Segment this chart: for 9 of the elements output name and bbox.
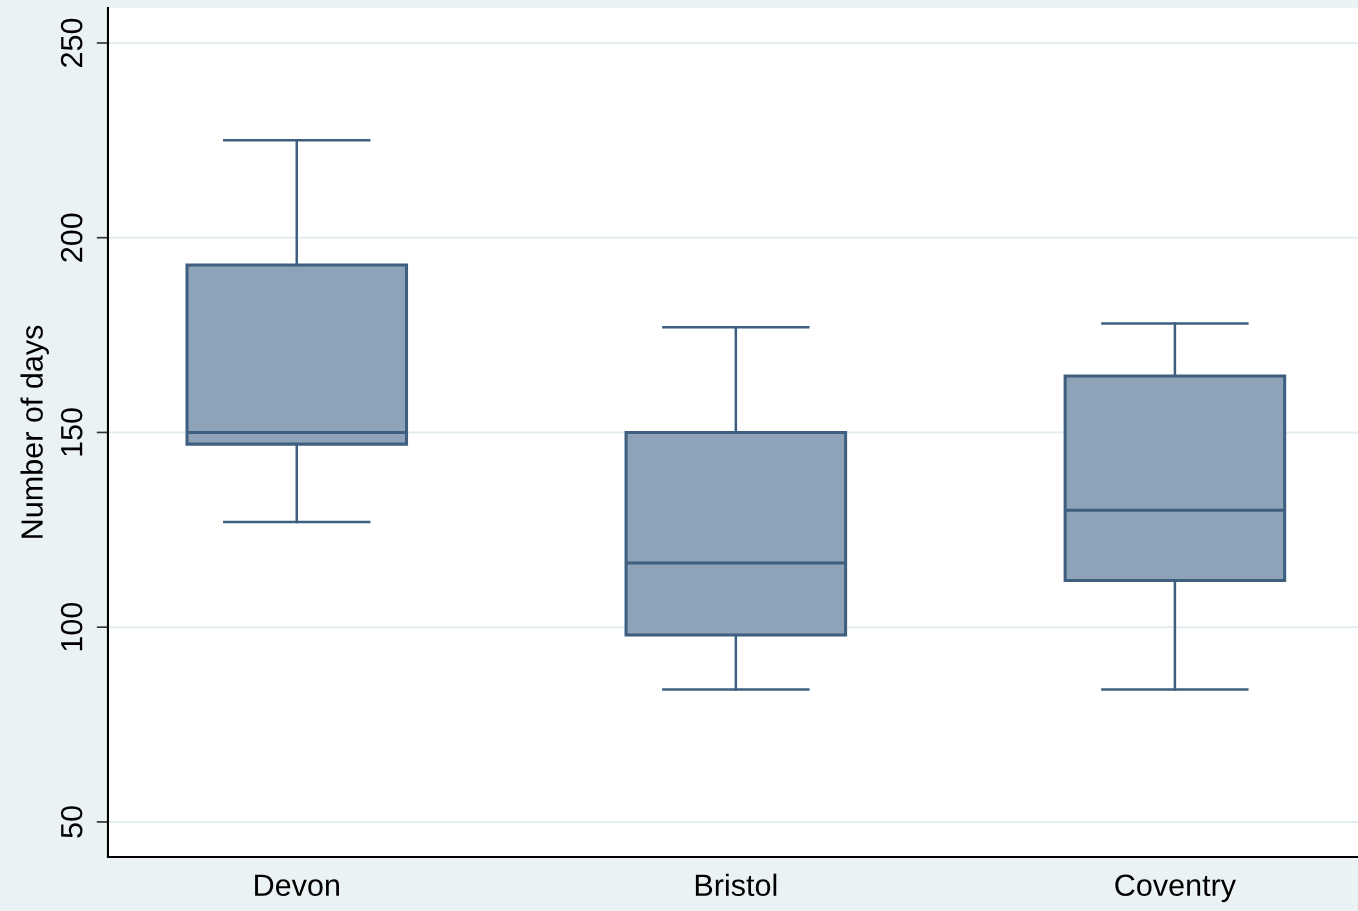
y-tick-label: 250 — [60, 18, 83, 67]
x-tick-label: Bristol — [695, 873, 777, 897]
x-tick-label: Devon — [255, 874, 339, 897]
y-tick-label: 150 — [60, 408, 83, 456]
y-tick-label: 100 — [60, 602, 83, 651]
y-tick-label: 50 — [60, 806, 83, 838]
y-tick-label: 200 — [60, 213, 83, 262]
y-axis-title: Number of days — [20, 325, 49, 538]
x-tick-label: Coventry — [1115, 874, 1236, 903]
